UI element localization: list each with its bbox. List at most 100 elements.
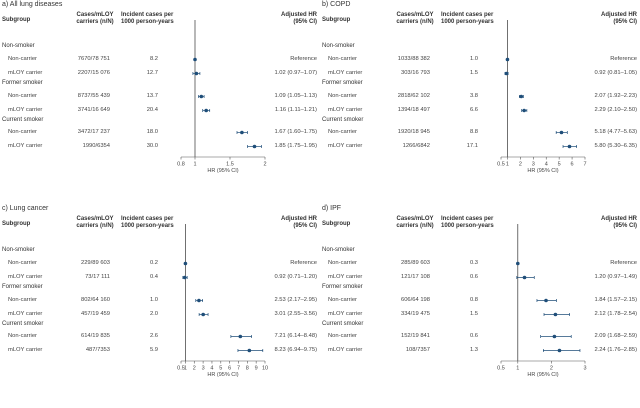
group-label: Current smoker	[322, 117, 364, 123]
header-cases: Cases/mLOY carriers (n/N)	[60, 12, 130, 26]
row-hr-text: 1.84 (1.57–2.15)	[594, 297, 637, 303]
x-tick-label: 1.5	[226, 162, 234, 168]
row-cases: 457/19 459	[80, 311, 110, 317]
header-hr: Adjusted HR (95% CI)	[281, 216, 317, 230]
hr-point	[519, 94, 524, 99]
header-hr-line2: (95% CI)	[613, 19, 637, 25]
row-cases: 1266/6842	[402, 143, 430, 149]
row-cases: 1394/18 497	[397, 107, 430, 113]
header-hr-line2: (95% CI)	[293, 19, 317, 25]
row-label: mLOY carrier	[328, 347, 363, 353]
hr-point	[193, 57, 197, 62]
row-label: Non-carrier	[328, 93, 357, 99]
row-cases: 3472/17 237	[77, 129, 110, 135]
row-hr-text: 8.23 (6.94–9.75)	[274, 347, 317, 353]
hr-point	[505, 57, 510, 62]
row-hr-text: Reference	[610, 56, 637, 62]
header-hr: Adjusted HR (95% CI)	[601, 12, 637, 26]
header-subgroup: Subgroup	[2, 221, 31, 227]
row-hr-text: 5.18 (4.77–5.63)	[594, 129, 637, 135]
row-hr-text: 2.09 (1.68–2.59)	[594, 333, 637, 339]
header-cases: Cases/mLOY carriers (n/N)	[380, 12, 450, 26]
x-axis-label: HR (95% CI)	[527, 168, 559, 174]
row-cases: 802/64 160	[80, 297, 110, 303]
header-hr-line1: Adjusted HR	[601, 12, 637, 18]
row-label: Non-carrier	[8, 129, 37, 135]
x-tick-label: 4	[545, 162, 548, 168]
header-hr: Adjusted HR (95% CI)	[281, 12, 317, 26]
x-tick-label: 5	[558, 162, 561, 168]
forest-panel-ipf: d) IPF Subgroup Cases/mLOY carriers (n/N) In…	[320, 204, 640, 408]
header-incident: Incident cases per 1000 person-years	[121, 216, 174, 230]
header-hr-line1: Adjusted HR	[601, 216, 637, 222]
hr-point	[504, 71, 509, 76]
hr-point	[567, 144, 572, 149]
hr-point	[182, 275, 187, 280]
header-cases: Cases/mLOY carriers (n/N)	[60, 216, 130, 230]
group-label: Former smoker	[2, 80, 43, 86]
row-rate: 1.5	[469, 311, 478, 317]
x-tick-label: 6	[228, 366, 231, 372]
row-label: mLOY carrier	[8, 274, 43, 280]
x-tick-label: 0.5	[497, 366, 505, 372]
x-tick-label: 1	[193, 162, 196, 168]
hr-point	[197, 298, 201, 303]
row-rate: 1.5	[469, 70, 478, 76]
row-rate: 0.4	[149, 274, 158, 280]
row-cases: 229/89 603	[80, 260, 110, 266]
row-label: Non-carrier	[328, 129, 357, 135]
row-rate: 1.0	[149, 297, 158, 303]
row-rate: 0.8	[469, 297, 478, 303]
x-axis-label: HR (95% CI)	[527, 372, 559, 378]
panel-title: a) All lung diseases	[2, 1, 63, 8]
header-incident-line1: Incident cases per	[441, 216, 494, 222]
x-tick-label: 6	[571, 162, 574, 168]
row-label: mLOY carrier	[328, 143, 363, 149]
row-hr-text: 2.07 (1.92–2.23)	[594, 93, 637, 99]
row-rate: 0.3	[469, 260, 478, 266]
group-label: Non-smoker	[2, 43, 35, 49]
row-label: mLOY carrier	[8, 347, 43, 353]
header-cases-line2: carriers (n/N)	[76, 223, 114, 229]
header-incident-line2: 1000 person-years	[121, 223, 174, 229]
row-hr-text: 3.01 (2.55–3.56)	[274, 311, 317, 317]
header-subgroup: Subgroup	[322, 221, 351, 227]
header-incident-line1: Incident cases per	[441, 12, 494, 18]
x-tick-label: 2	[519, 162, 522, 168]
header-hr-line1: Adjusted HR	[281, 216, 317, 222]
row-label: Non-carrier	[8, 297, 37, 303]
row-cases: 614/19 835	[80, 333, 110, 339]
row-rate: 2.0	[149, 311, 158, 317]
header-cases: Cases/mLOY carriers (n/N)	[380, 216, 450, 230]
header-subgroup: Subgroup	[2, 17, 31, 23]
row-cases: 3741/16 649	[77, 107, 110, 113]
group-label: Current smoker	[2, 321, 44, 327]
row-label: mLOY carrier	[328, 311, 363, 317]
row-hr-text: 1.02 (0.97–1.07)	[274, 70, 317, 76]
x-tick-label: 3	[583, 366, 586, 372]
row-hr-text: 1.09 (1.05–1.13)	[274, 93, 317, 99]
header-incident: Incident cases per 1000 person-years	[441, 12, 494, 26]
header-hr: Adjusted HR (95% CI)	[601, 216, 637, 230]
row-label: mLOY carrier	[8, 311, 43, 317]
row-hr-text: Reference	[610, 260, 637, 266]
row-hr-text: 1.85 (1.75–1.95)	[274, 143, 317, 149]
header-incident-line1: Incident cases per	[121, 12, 174, 18]
row-rate: 0.6	[469, 274, 478, 280]
row-rate: 0.6	[469, 333, 478, 339]
x-tick-label: 0.8	[177, 162, 185, 168]
row-hr-text: 2.53 (2.17–2.95)	[274, 297, 317, 303]
row-rate: 3.8	[469, 93, 478, 99]
row-cases: 285/89 603	[400, 260, 430, 266]
row-rate: 6.6	[469, 107, 478, 113]
header-cases-line2: carriers (n/N)	[76, 19, 114, 25]
row-rate: 17.1	[466, 143, 478, 149]
group-label: Current smoker	[2, 117, 44, 123]
row-rate: 8.8	[469, 129, 478, 135]
forest-plot: 0.5 1 2 3 4 5 6 7	[497, 20, 587, 168]
row-label: Non-carrier	[328, 56, 357, 62]
forest-plot: 0.5 1 2 3 4 5 6 7 8 9 10	[177, 224, 268, 372]
row-label: mLOY carrier	[8, 143, 43, 149]
row-label: Non-carrier	[8, 56, 37, 62]
header-hr-line2: (95% CI)	[613, 223, 637, 229]
